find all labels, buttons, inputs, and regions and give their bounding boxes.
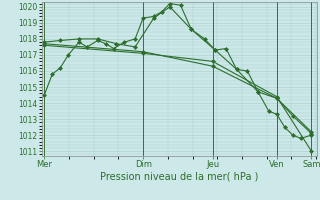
X-axis label: Pression niveau de la mer( hPa ): Pression niveau de la mer( hPa ) xyxy=(100,172,258,182)
